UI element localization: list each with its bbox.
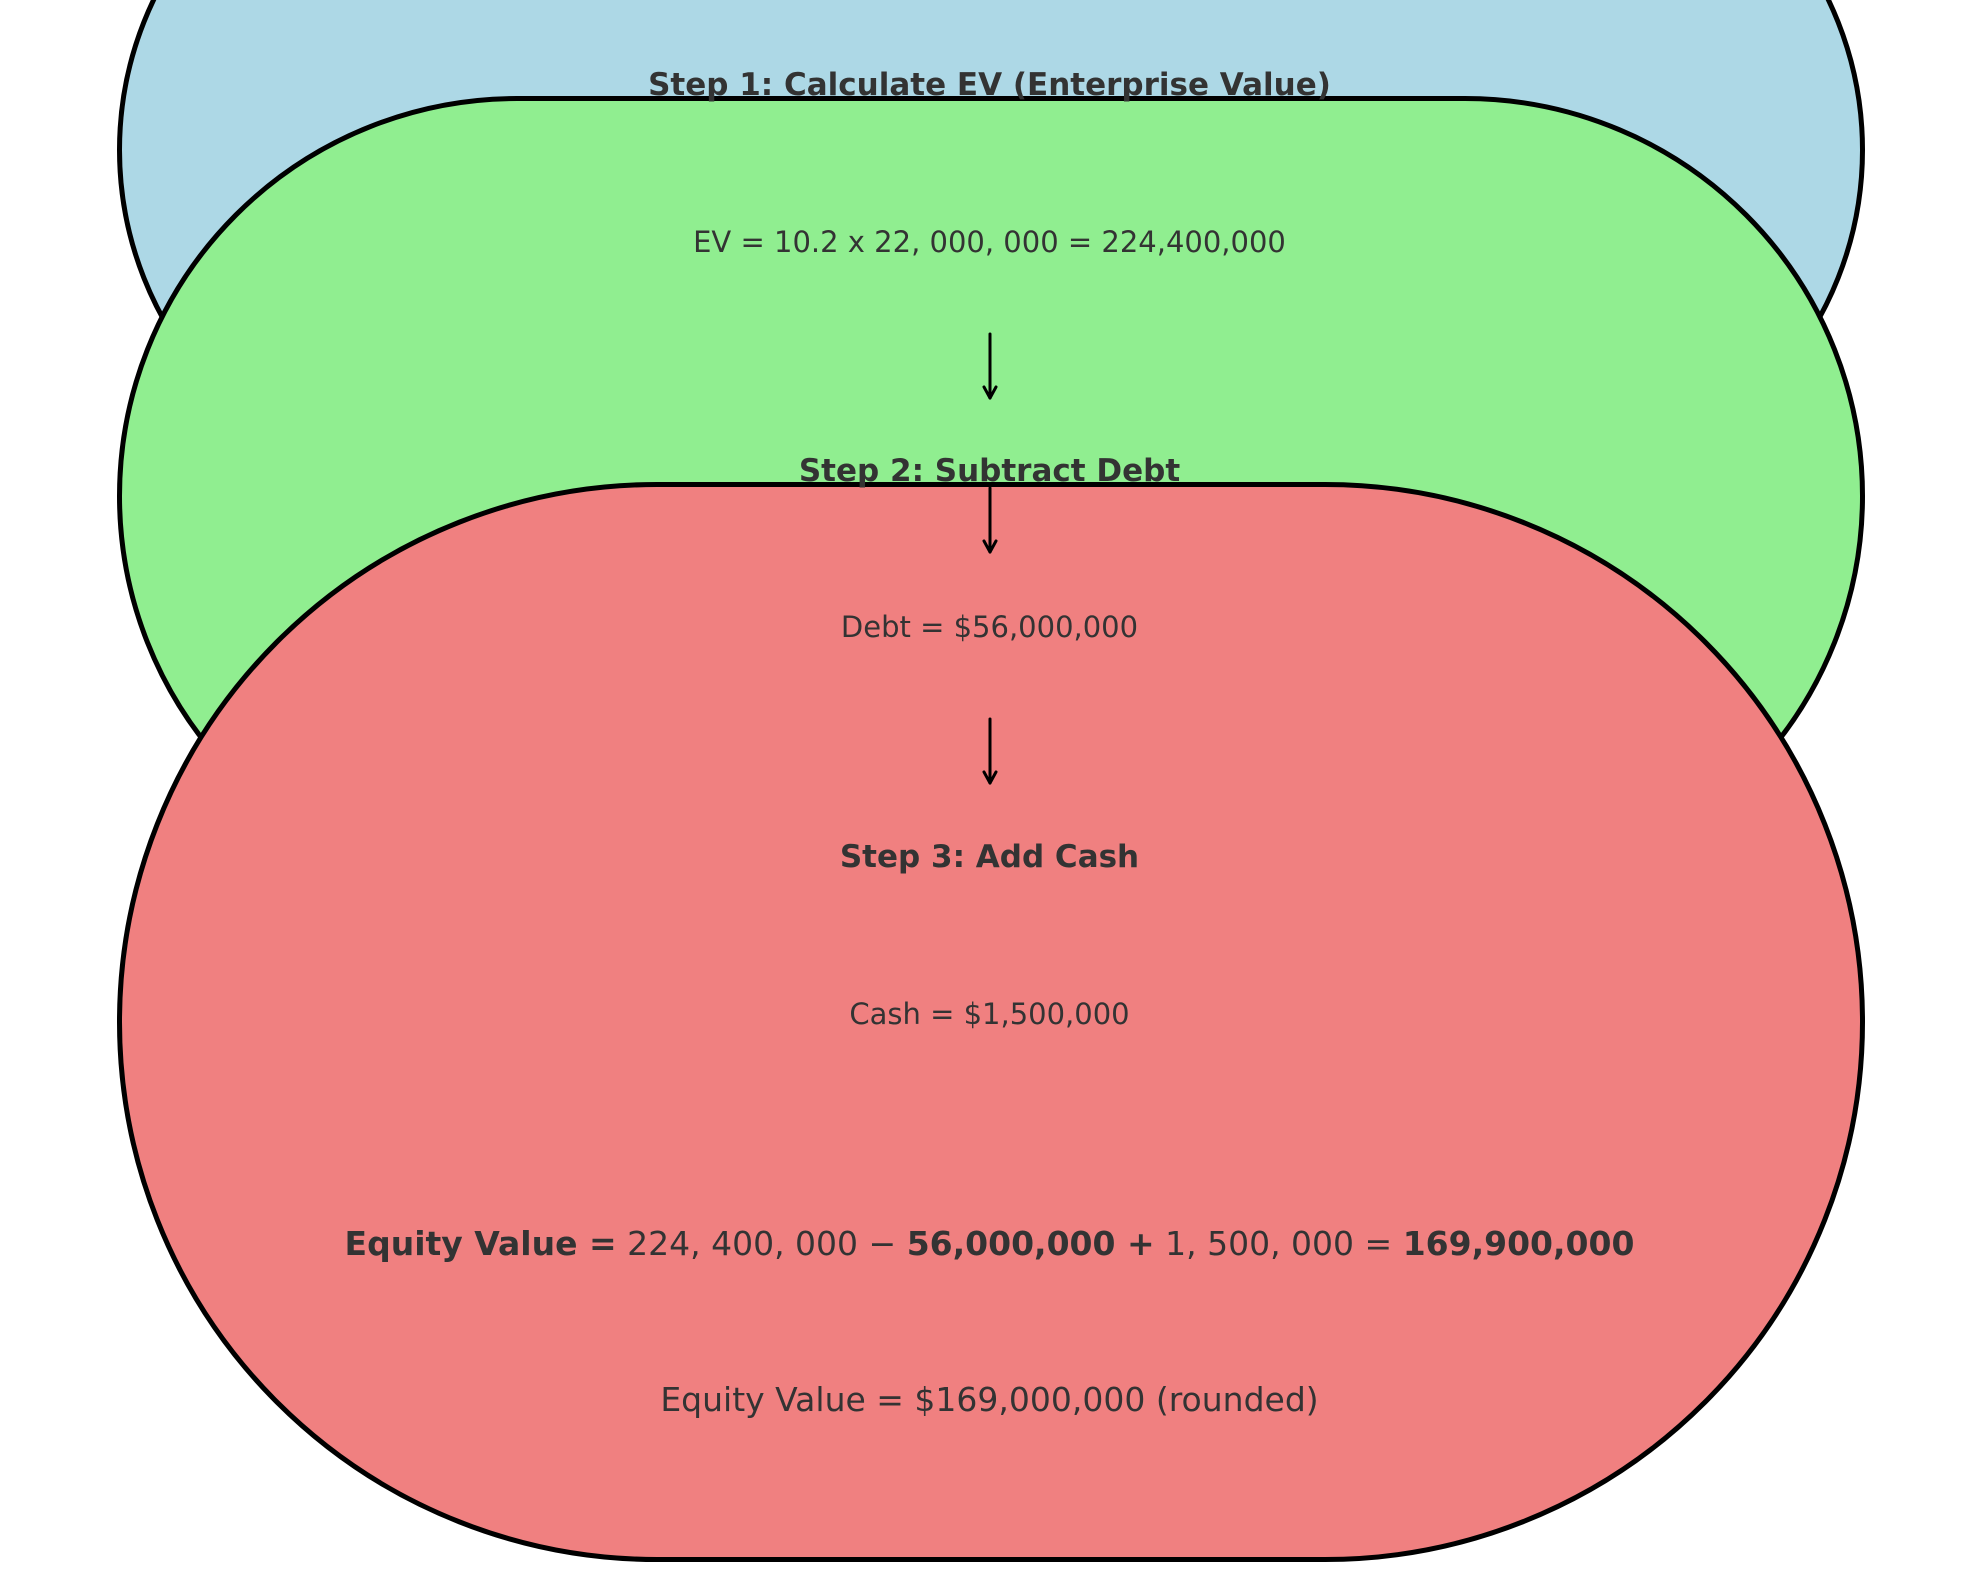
equity-value-formula: Equity Value = 224, 400, 000 − 56,000,00… <box>0 1227 1979 1260</box>
step3-box <box>117 482 1865 1562</box>
equity-value-rounded: Equity Value = $169,000,000 (rounded) <box>660 1380 1319 1419</box>
step1-title: Step 1: Calculate EV (Enterprise Value) <box>648 67 1331 103</box>
step2-title: Step 2: Subtract Debt <box>798 453 1181 489</box>
equity-equals: = <box>1364 1224 1393 1263</box>
equity-term-ev: 224, 400, 000 <box>627 1224 859 1263</box>
equity-term-cash: 1, 500, 000 <box>1165 1224 1355 1263</box>
step1-formula: EV = 10.2 x 22, 000, 000 = 224,400,000 <box>693 225 1286 259</box>
step3-title: Step 3: Add Cash <box>839 839 1140 875</box>
equity-label: Equity Value = <box>344 1224 617 1263</box>
step2-debt-value: Debt = $56,000,000 <box>840 610 1139 644</box>
equity-minus: − <box>868 1224 897 1263</box>
equity-total: 169,900,000 <box>1402 1224 1635 1263</box>
step3-cash-value: Cash = $1,500,000 <box>849 997 1130 1031</box>
equity-term-debt: 56,000,000 + <box>906 1224 1155 1263</box>
